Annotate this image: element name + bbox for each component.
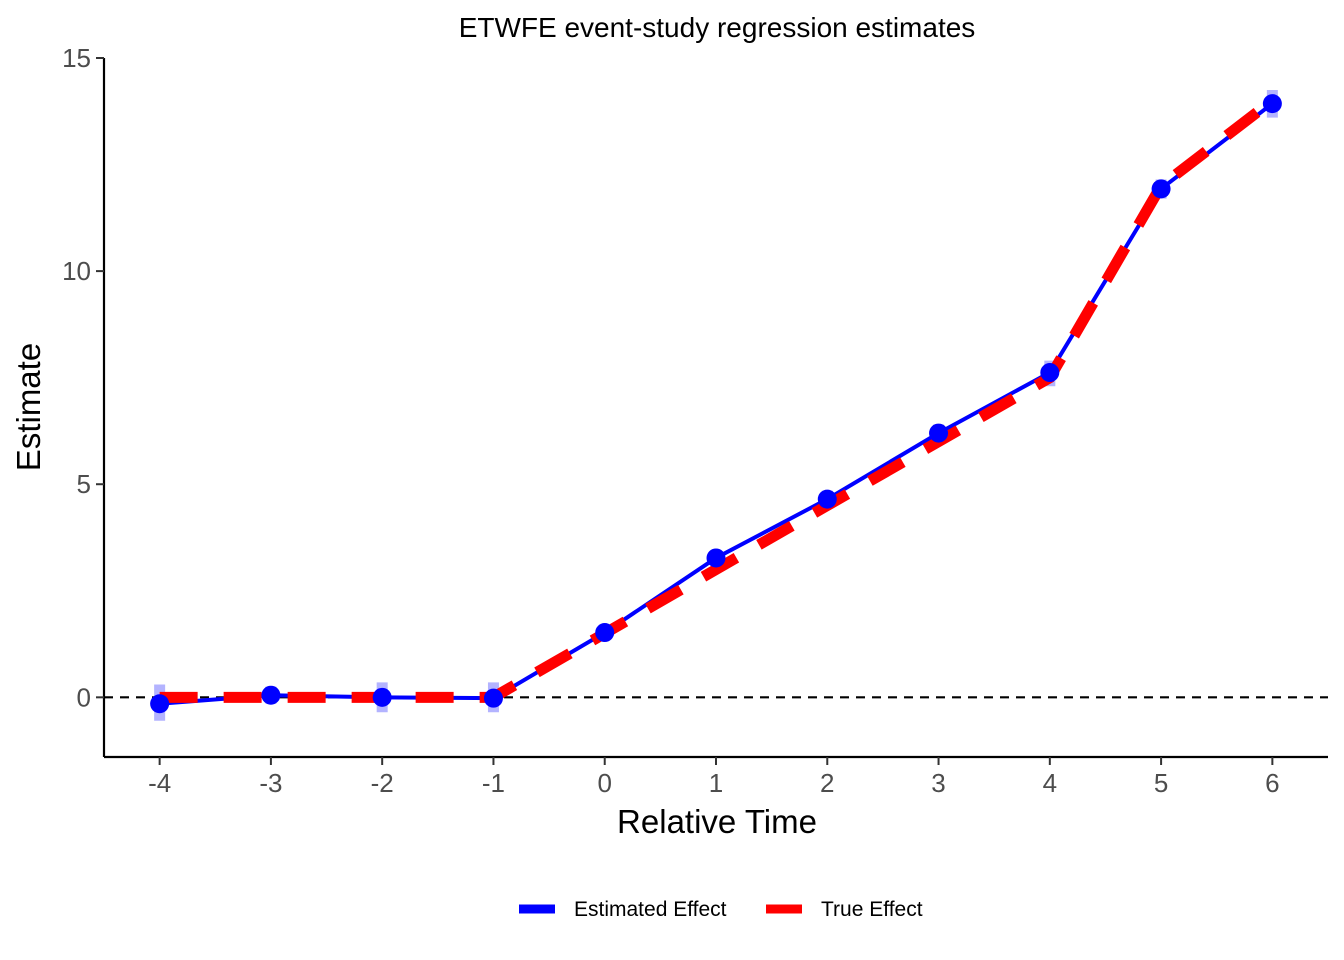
estimate-point [1262, 94, 1282, 114]
confidence-intervals [154, 89, 1278, 721]
x-tick-label: -4 [148, 768, 171, 798]
estimate-point [483, 688, 503, 708]
x-tick-label: 2 [820, 768, 834, 798]
estimate-point [817, 489, 837, 509]
x-tick-label: 6 [1265, 768, 1279, 798]
x-tick-label: 1 [709, 768, 723, 798]
x-tick-label: 0 [597, 768, 611, 798]
x-tick-label: -3 [259, 768, 282, 798]
estimated-effect-line-group [159, 102, 1274, 706]
chart-title: ETWFE event-study regression estimates [459, 12, 976, 43]
x-axis-title: Relative Time [617, 803, 817, 840]
y-axis-ticks: 0 5 10 15 [62, 43, 104, 712]
estimate-point [261, 685, 281, 705]
x-tick-label: 4 [1043, 768, 1057, 798]
estimate-point [595, 623, 615, 643]
estimate-point [706, 548, 726, 568]
legend-label-estimated-effect: Estimated Effect [574, 898, 727, 921]
estimate-point [1040, 363, 1060, 383]
legend-label-true-effect: True Effect [821, 898, 923, 921]
true-effect-line-group [159, 96, 1276, 703]
estimate-point [1151, 179, 1171, 199]
x-tick-label: -1 [482, 768, 505, 798]
y-axis-title: Estimate [10, 343, 47, 471]
estimate-points [150, 94, 1282, 714]
true-effect-line [159, 96, 1276, 703]
estimate-point [929, 423, 949, 443]
y-tick-label: 0 [77, 682, 91, 712]
x-tick-label: -2 [371, 768, 394, 798]
y-tick-label: 10 [62, 256, 91, 286]
estimated-effect-line [159, 102, 1274, 706]
y-tick-label: 15 [62, 43, 91, 73]
x-axis-ticks: -4 -3 -2 -1 0 1 2 3 4 5 6 [148, 757, 1280, 798]
legend: Estimated Effect True Effect [519, 898, 923, 921]
estimate-point [372, 687, 392, 707]
y-tick-label: 5 [77, 469, 91, 499]
x-tick-label: 5 [1154, 768, 1168, 798]
estimate-point [150, 694, 170, 714]
axes [102, 58, 1328, 759]
x-tick-label: 3 [931, 768, 945, 798]
